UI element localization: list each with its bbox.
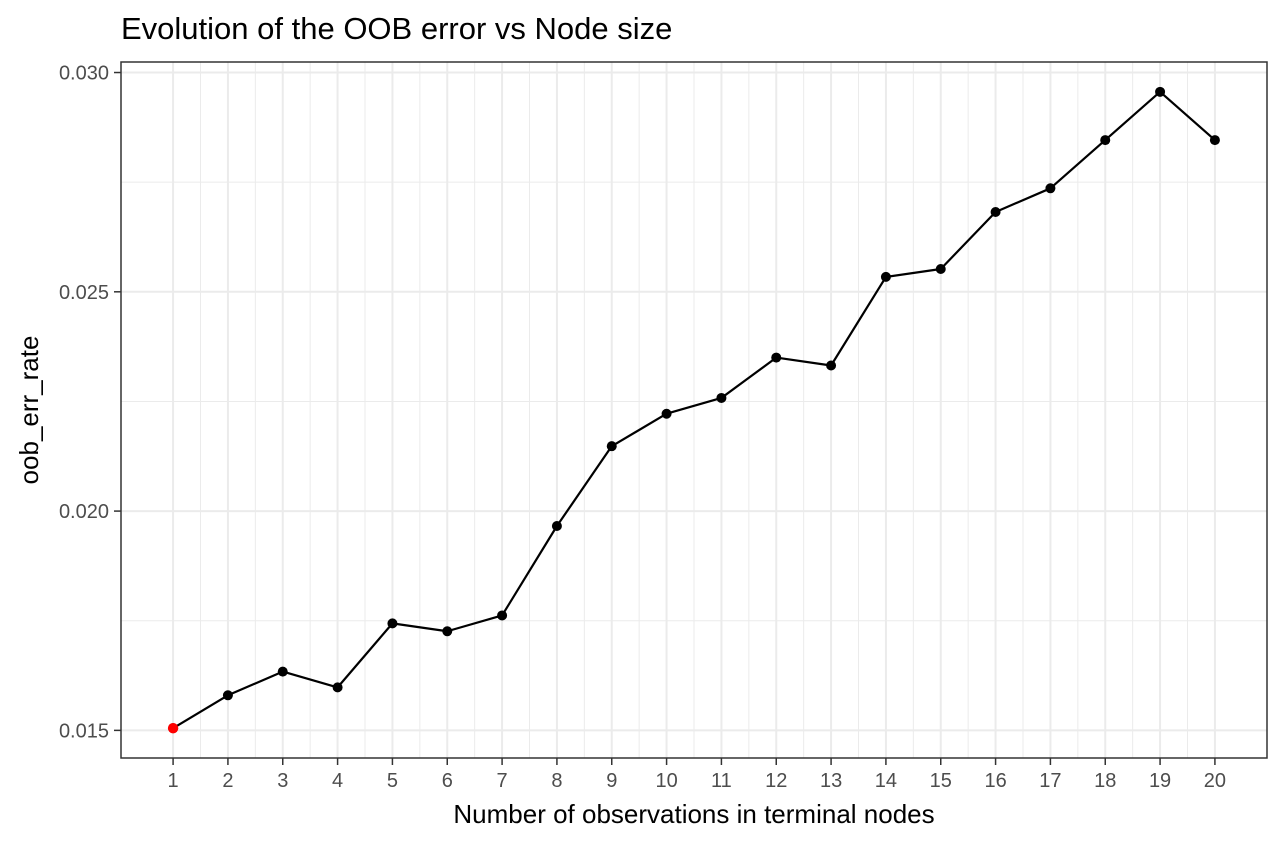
x-tick-label: 3: [277, 770, 288, 792]
x-tick-label: 20: [1204, 770, 1226, 792]
series-line: [172, 90, 1216, 730]
series-line-group: [172, 90, 1216, 730]
y-tick-label: 0.015: [59, 720, 109, 742]
x-tick-label: 16: [984, 770, 1006, 792]
series-points-group: [167, 86, 1220, 734]
y-axis: 0.015 0.020 0.025 0.030: [59, 63, 121, 742]
data-point: [497, 610, 508, 621]
major-gridlines: [121, 62, 1267, 758]
data-point: [661, 408, 672, 419]
y-tick-label: 0.030: [59, 63, 109, 85]
y-axis-title: oob_err_rate: [14, 336, 44, 485]
panel-border: [120, 61, 1268, 759]
x-tick-label: 15: [930, 770, 952, 792]
x-axis: 1 2 3 4 5 6 7 8 9 10 11 12 13 14 15 16 17 18 19 20: [168, 758, 1226, 792]
data-point: [442, 626, 453, 637]
x-tick-label: 6: [442, 770, 453, 792]
data-point: [990, 206, 1001, 217]
x-axis-title: Number of observations in terminal nodes: [453, 799, 934, 829]
y-tick-label: 0.025: [59, 282, 109, 304]
x-tick-label: 1: [168, 770, 179, 792]
x-tick-label: 8: [551, 770, 562, 792]
data-point: [1209, 135, 1220, 146]
x-tick-label: 2: [222, 770, 233, 792]
x-tick-label: 5: [387, 770, 398, 792]
x-tick-label: 13: [820, 770, 842, 792]
x-tick-label: 17: [1039, 770, 1061, 792]
data-point: [387, 618, 398, 629]
data-point: [826, 360, 837, 371]
data-point: [551, 521, 562, 531]
x-tick-label: 7: [497, 770, 508, 792]
x-tick-label: 12: [765, 770, 787, 792]
minor-gridlines: [121, 62, 1267, 758]
x-tick-label: 11: [711, 770, 732, 792]
data-point: [606, 441, 617, 452]
x-tick-label: 9: [606, 770, 617, 792]
data-point: [1155, 86, 1166, 97]
data-point: [222, 690, 233, 701]
data-point: [880, 271, 891, 282]
data-point: [716, 392, 727, 403]
x-tick-label: 18: [1094, 770, 1116, 792]
y-tick-label: 0.020: [59, 501, 109, 523]
x-tick-label: 10: [655, 770, 677, 792]
data-point: [277, 666, 288, 677]
x-tick-label: 4: [332, 770, 343, 792]
x-tick-label: 14: [875, 770, 897, 792]
chart-title: Evolution of the OOB error vs Node size: [121, 11, 672, 46]
highlight-point: [167, 722, 179, 734]
data-point: [1045, 183, 1056, 194]
data-point: [332, 682, 343, 693]
data-point: [1100, 135, 1111, 146]
data-point: [935, 264, 946, 275]
x-tick-label: 19: [1149, 770, 1171, 792]
data-point: [771, 352, 782, 363]
